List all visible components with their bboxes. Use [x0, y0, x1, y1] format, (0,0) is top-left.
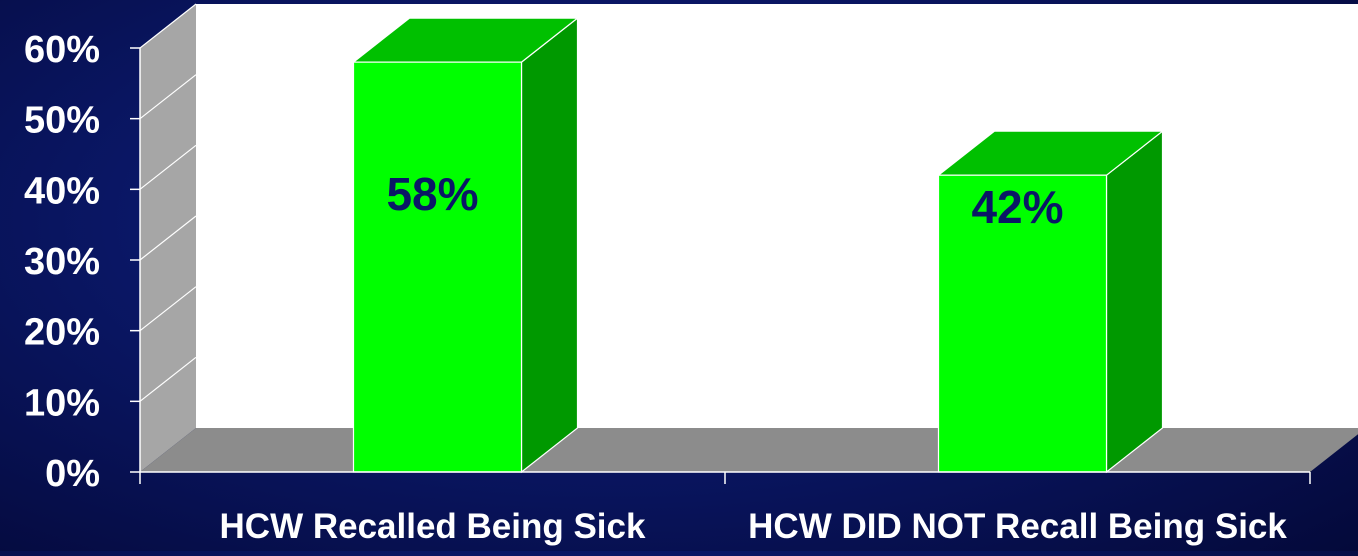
axis-layer: [130, 47, 1311, 484]
bar: [937, 174, 1108, 473]
chart-background-layer: [140, 4, 1358, 472]
gridline-layer: [139, 3, 197, 402]
gridline: [139, 3, 197, 49]
bar: [352, 61, 523, 473]
category-label: HCW Recalled Being Sick: [220, 507, 646, 546]
data-label: 58%: [386, 168, 478, 220]
gridline: [139, 286, 197, 332]
gridline: [139, 215, 197, 261]
category-label: HCW DID NOT Recall Being Sick: [748, 507, 1287, 546]
y-tick-label: 50%: [24, 100, 100, 142]
plot-floor: [140, 428, 1358, 472]
bar-side: [1105, 129, 1164, 474]
bar-group: [936, 129, 1165, 474]
y-tick-label: 30%: [24, 241, 100, 283]
bar-group: [351, 16, 580, 474]
gridline: [139, 74, 197, 120]
gridline: [139, 356, 197, 402]
bar-layer: [351, 16, 1165, 474]
data-label: 42%: [971, 181, 1063, 233]
y-tick-label: 40%: [24, 170, 100, 212]
y-tick-label: 60%: [24, 29, 100, 71]
y-tick-label: 0%: [45, 453, 100, 495]
gridline: [139, 144, 197, 190]
y-tick-label: 10%: [24, 382, 100, 424]
label-layer: 58% HCW Recalled Being Sick 42% HCW DID NOT…: [24, 29, 1287, 546]
bar-side: [520, 16, 579, 474]
y-tick-label: 20%: [24, 312, 100, 354]
